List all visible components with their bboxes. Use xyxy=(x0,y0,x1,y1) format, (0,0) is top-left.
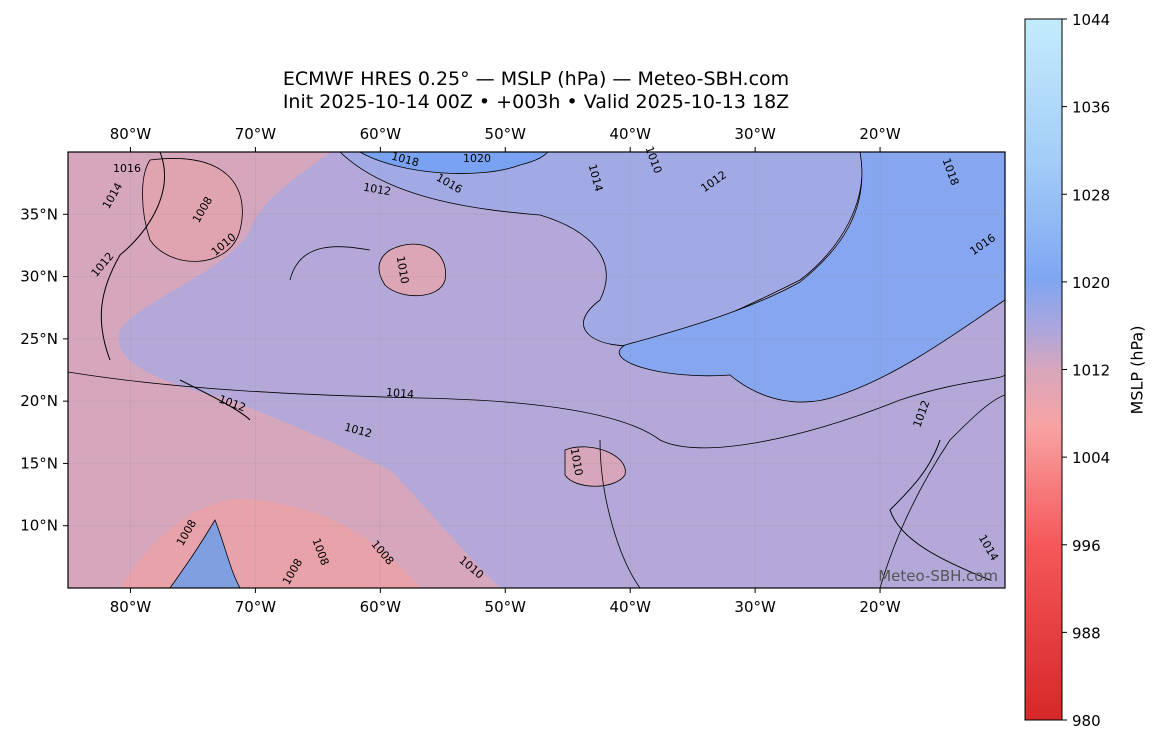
y-tick-label: 20°N xyxy=(20,392,58,410)
x-tick-label-top: 20°W xyxy=(859,125,901,143)
x-tick-label: 40°W xyxy=(609,598,651,616)
map-frame xyxy=(67,151,1006,589)
y-tick-label: 10°N xyxy=(20,517,58,535)
colorbar-tick-label: 996 xyxy=(1072,537,1101,555)
map-field xyxy=(68,152,1005,588)
colorbar-tick-label: 1036 xyxy=(1072,99,1110,117)
colorbar-tick-label: 1004 xyxy=(1072,449,1110,467)
y-tick-label: 30°N xyxy=(20,268,58,286)
x-tick-label-top: 40°W xyxy=(609,125,651,143)
y-tick-label: 35°N xyxy=(20,205,58,223)
y-tick-label: 25°N xyxy=(20,330,58,348)
colorbar-tick-label: 1044 xyxy=(1072,11,1110,29)
x-tick-label: 20°W xyxy=(859,598,901,616)
x-tick-label: 50°W xyxy=(485,598,527,616)
colorbar-label: MSLP (hPa) xyxy=(1128,326,1147,415)
colorbar-tick-label: 1020 xyxy=(1072,274,1110,292)
x-tick-label-top: 30°W xyxy=(734,125,776,143)
subtitle: Init 2025-10-14 00Z • +003h • Valid 2025… xyxy=(283,91,789,113)
contour-label: 1012 xyxy=(362,181,392,199)
contour-label: 1010 xyxy=(394,255,412,285)
x-tick-label-top: 50°W xyxy=(485,125,527,143)
x-tick-label-top: 70°W xyxy=(235,125,277,143)
contour-label: 1014 xyxy=(386,386,415,401)
colorbar-tick-label: 988 xyxy=(1072,624,1101,642)
colorbar xyxy=(1024,18,1063,721)
x-tick-label-top: 80°W xyxy=(110,125,152,143)
colorbar-tick-label: 1012 xyxy=(1072,362,1110,380)
contour-label: 1010 xyxy=(568,447,586,477)
x-tick-label: 60°W xyxy=(360,598,402,616)
x-tick-label: 30°W xyxy=(734,598,776,616)
x-tick-label: 80°W xyxy=(110,598,152,616)
watermark: Meteo-SBH.com xyxy=(878,567,998,585)
y-tick-label: 15°N xyxy=(20,454,58,472)
x-tick-label: 70°W xyxy=(235,598,277,616)
colorbar-tick-label: 980 xyxy=(1072,712,1101,730)
title: ECMWF HRES 0.25° — MSLP (hPa) — Meteo-SB… xyxy=(283,68,789,90)
x-tick-label-top: 60°W xyxy=(360,125,402,143)
contour-label: 1016 xyxy=(113,162,141,175)
colorbar-tick-label: 1028 xyxy=(1072,186,1110,204)
contour-label: 1020 xyxy=(463,152,491,165)
